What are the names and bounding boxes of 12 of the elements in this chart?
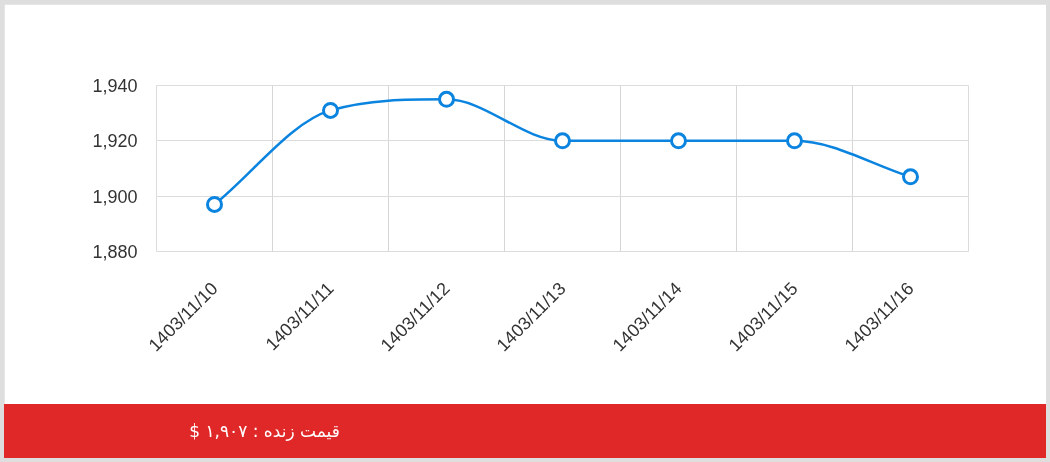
point (206, 195, 223, 213)
text: قیمت زنده : ۱,۹۰۷ $ (188, 419, 341, 443)
point (322, 101, 339, 119)
y-tick-label: 1,920 (92, 131, 138, 152)
point (438, 90, 455, 108)
y-tick-label: 1,940 (92, 76, 138, 96)
y-tick-label: 1,880 (92, 242, 138, 262)
point (670, 132, 687, 150)
point (902, 168, 919, 186)
point (554, 132, 571, 150)
y-tick-label: 1,900 (92, 186, 138, 207)
point (786, 132, 803, 150)
